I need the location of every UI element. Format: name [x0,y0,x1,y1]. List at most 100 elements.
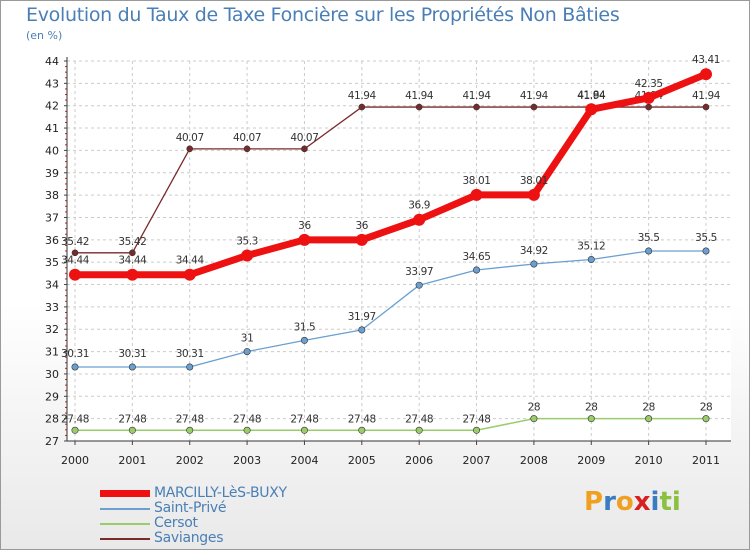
x-tick-label: 2008 [520,454,548,467]
y-tick-label: 44 [45,55,59,68]
plot-area [67,57,731,441]
data-point [702,103,710,111]
data-label: 31.97 [348,311,376,323]
data-label: 33.97 [405,266,433,278]
data-label: 34.44 [61,255,90,267]
x-tick-label: 2000 [61,454,89,467]
x-tick-label: 2001 [118,454,146,467]
y-tick-label: 43 [45,77,59,90]
data-label: 35.42 [118,236,146,248]
data-label: 34.92 [520,245,548,257]
data-point [183,268,196,281]
data-point [530,103,538,111]
data-point [415,426,423,434]
x-tick-label: 2002 [176,454,204,467]
data-label: 27.48 [405,413,433,425]
data-label: 35.42 [61,236,89,248]
data-label: 27.48 [233,413,261,425]
data-point [243,145,251,153]
data-label: 27.48 [118,413,146,425]
data-point [301,145,308,153]
data-point [298,233,311,246]
legend-item: Savianges [100,530,360,546]
data-label: 41.94 [348,90,377,102]
legend-label: Savianges [154,530,224,546]
data-point [473,426,481,434]
data-label: 31 [241,333,254,345]
y-tick-label: 33 [45,301,59,314]
data-point [300,336,308,344]
data-point [645,247,653,255]
data-point [69,268,81,281]
data-label: 27.48 [290,413,318,425]
data-point [129,249,136,257]
legend-item: Saint-Privé [100,500,360,516]
data-label: 41.94 [577,90,606,102]
data-point [473,103,480,111]
legend-label: Saint-Privé [154,500,227,516]
data-label: 38.01 [520,175,548,187]
data-label: 34.44 [118,255,147,267]
data-label: 31.5 [294,321,316,333]
legend-swatch [100,490,150,497]
data-point [358,103,366,111]
data-point [415,103,423,111]
y-tick-label: 27 [45,435,59,448]
legend-label: Cersot [154,515,198,531]
data-point [702,247,710,255]
x-tick-label: 2006 [405,454,433,467]
logo-letter: o [615,487,634,517]
data-point [243,348,251,356]
logo-letter: t [659,487,672,517]
data-label: 27.48 [348,413,376,425]
unit-label: (en %) [26,29,63,42]
x-tick-label: 2009 [577,454,605,467]
data-label: 41.94 [692,90,721,102]
y-tick-label: 28 [45,413,59,426]
data-label: 40.07 [176,132,204,144]
y-tick-label: 42 [45,100,59,113]
data-label: 28 [528,402,541,414]
x-tick-label: 2004 [290,454,318,467]
data-point [186,145,194,153]
x-tick-label: 2003 [233,454,261,467]
data-point [700,68,712,81]
data-label: 35.12 [577,240,605,252]
data-point [186,426,194,434]
data-label: 27.48 [463,413,491,425]
legend-item: MARCILLY-LèS-BUXY [100,485,360,501]
y-tick-label: 41 [45,122,59,135]
data-point [358,426,366,434]
data-label: 41.94 [405,90,434,102]
data-point [71,426,79,434]
data-label: 30.31 [118,348,146,360]
logo-letter: x [633,487,651,517]
x-tick-label: 2011 [692,454,720,467]
data-label: 30.31 [61,348,89,360]
data-point [355,233,368,246]
data-point [126,268,139,281]
x-tick-label: 2010 [635,454,663,467]
y-tick-label: 37 [45,211,59,224]
legend-item: Cersot [100,515,360,531]
data-point [470,188,483,201]
data-label: 41.94 [463,90,492,102]
data-point [587,415,595,423]
chart-title: Evolution du Taux de Taxe Foncière sur l… [26,4,620,26]
y-tick-label: 39 [45,167,59,180]
data-point [243,426,251,434]
logo-letter: P [584,487,604,517]
data-label: 35.5 [695,232,717,244]
legend-swatch [100,508,150,510]
x-tick-label: 2005 [348,454,376,467]
legend: MARCILLY-LèS-BUXY Saint-Privé Cersot Savian… [100,485,360,546]
data-point [71,249,79,257]
data-point [128,363,136,371]
proxiti-logo: Proxiti [584,487,681,517]
data-label: 36.9 [408,200,430,212]
data-point [530,260,538,268]
series-line [75,417,706,432]
logo-letter: i [650,487,660,517]
data-label: 27.48 [176,413,204,425]
